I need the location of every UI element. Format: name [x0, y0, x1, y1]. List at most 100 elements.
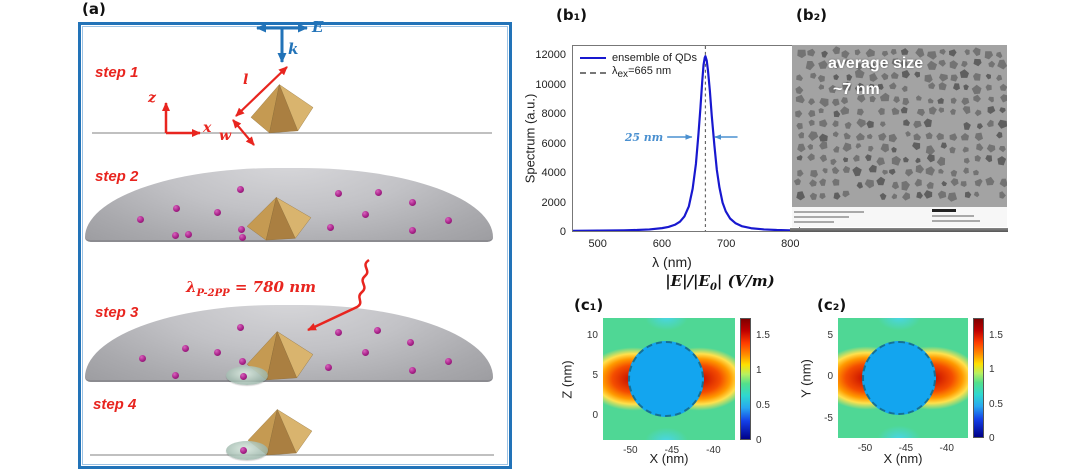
b1-x-axis-title: λ (nm): [652, 254, 692, 270]
k-vector-label: k: [288, 40, 299, 58]
tem-nanoparticle: [833, 110, 841, 118]
width-dimension-arrow: [232, 119, 255, 146]
tem-nanoparticle: [949, 133, 958, 141]
tem-nanoparticle: [893, 96, 900, 104]
tem-nanoparticle: [962, 106, 971, 115]
tem-nanoparticle: [819, 141, 828, 150]
lambda-subscript: P-2PP: [196, 288, 230, 299]
step2-label: step 2: [95, 168, 139, 185]
tem-nanoparticle: [868, 83, 875, 90]
tem-nanoparticle: [973, 58, 982, 67]
tem-nanoparticle: [963, 122, 971, 130]
tem-nanoparticle: [843, 132, 851, 140]
tem-nanoparticle: [903, 119, 910, 126]
c1_field_map-xtick: -40: [706, 445, 721, 456]
tem-nanoparticle: [998, 146, 1006, 153]
tem-nanoparticle: [868, 164, 877, 173]
quantum-dot: [375, 189, 382, 196]
tem-nanoparticle: [821, 50, 828, 58]
tem-nanoparticle: [878, 132, 887, 141]
legend-line-swatch: [580, 56, 606, 59]
spectrum-legend: ensemble of QDs λex=665 nm: [580, 50, 697, 80]
tem-metadata-bar: [794, 216, 849, 218]
tem-nanoparticle: [840, 97, 848, 105]
tem-nanoparticle: [889, 82, 897, 90]
tem-nanoparticle: [805, 61, 815, 71]
tem-nanoparticle: [938, 82, 947, 91]
title-part1: |E|/|E: [665, 272, 710, 290]
c2_field_map-cbtick: 1.5: [989, 330, 1003, 342]
tem-nanoparticle: [984, 51, 994, 60]
tem-nanoparticle: [926, 181, 934, 189]
c2_field_map-ytick: 0: [827, 371, 833, 383]
tem-nanoparticle: [852, 154, 860, 162]
E-field-label: E: [312, 18, 324, 36]
quantum-dot: [327, 224, 334, 231]
step3-label: step 3: [95, 304, 139, 321]
tem-nanoparticle: [962, 146, 969, 153]
c1_field_map-cbtick: 1: [756, 365, 762, 377]
tem-nanoparticle: [818, 108, 824, 114]
c2_field_map-cbtick: 0: [989, 433, 995, 444]
tem-nanoparticle: [819, 178, 826, 186]
c1-x-axis-title: X (nm): [649, 451, 689, 466]
tem-nanoparticle: [808, 110, 816, 118]
quantum-dot: [409, 199, 416, 206]
tem-nanoparticle: [879, 192, 887, 200]
tem-nanoparticle: [985, 84, 992, 91]
tem-nanoparticle: [795, 110, 803, 118]
legend-lambda-value: =665 nm: [628, 64, 672, 77]
tem-image: average size ~7 nm: [792, 45, 1007, 207]
tem-nanoparticle: [916, 109, 925, 117]
step4-label: step 4: [93, 396, 137, 413]
quantum-dot: [239, 234, 246, 241]
tem-nanoparticle: [808, 98, 816, 106]
tem-nanoparticle: [840, 106, 850, 115]
tem-nanoparticle: [868, 62, 875, 70]
tem-nanoparticle: [964, 191, 972, 199]
legend-dash-swatch: [580, 71, 606, 74]
tem-nanoparticle: [833, 192, 841, 200]
tem-nanoparticle: [988, 96, 994, 103]
panel-a-annotations: [90, 23, 494, 456]
tem-nanoparticle: [974, 155, 982, 162]
tem-nanoparticle: [901, 180, 910, 191]
tem-nanoparticle: [903, 156, 909, 163]
tem-nanoparticle: [900, 60, 908, 68]
title-subscript: 0: [709, 282, 717, 293]
tem-nanoparticle: [807, 48, 816, 57]
tem-nanoparticle: [891, 193, 898, 200]
tem-nanoparticle: [996, 51, 1003, 59]
b1-xtick: 500: [588, 238, 607, 250]
tem-nanoparticle: [972, 47, 981, 57]
tem-nanoparticle: [842, 157, 849, 163]
tem-nanoparticle: [938, 107, 945, 113]
tem-nanoparticle: [888, 133, 898, 143]
tem-nanoparticle: [997, 59, 1007, 70]
width-label: w: [219, 128, 232, 144]
tem-nanoparticle: [841, 50, 850, 59]
tem-nanoparticle: [915, 164, 925, 174]
tem-nanoparticle: [818, 60, 828, 69]
c2_field_map-xtick: -50: [857, 443, 873, 454]
tem-nanoparticle: [949, 49, 957, 57]
tem-nanoparticle: [891, 146, 897, 153]
tem-nanoparticle: [833, 146, 840, 153]
c2_field_map-ytick: 5: [827, 329, 833, 341]
b1-ytick: 2000: [541, 196, 566, 209]
tem-nanoparticle: [819, 98, 829, 108]
tem-nanoparticle: [856, 118, 866, 128]
tem-nanoparticle: [913, 133, 921, 141]
tem-nanoparticle: [901, 85, 908, 92]
quantum-dot: [172, 372, 179, 379]
tem-nanoparticle: [818, 84, 825, 90]
tem-nanoparticle: [996, 131, 1003, 139]
tem-nanoparticle: [842, 81, 852, 91]
legend-entry-excitation: λex=665 nm: [580, 65, 697, 80]
tem-nanoparticle: [854, 49, 861, 56]
c1_field_map-ytick: 5: [592, 370, 598, 382]
quantum-dot: [325, 364, 332, 371]
tem-nanoparticle: [902, 98, 910, 106]
tem-nanoparticle: [938, 59, 946, 67]
tem-nanoparticle: [795, 94, 805, 104]
